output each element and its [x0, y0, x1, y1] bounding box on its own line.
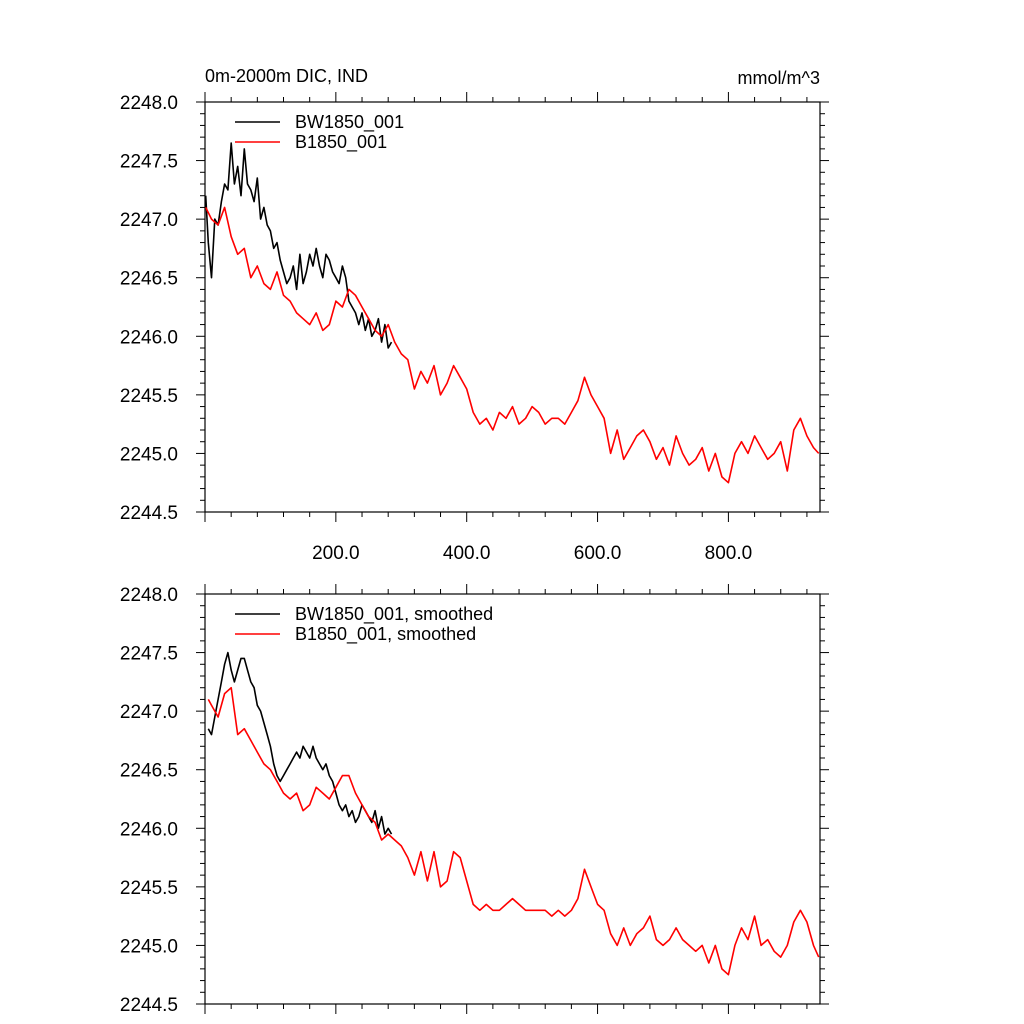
bottom-ytick-label: 2246.0 [120, 819, 178, 840]
chart-title: 0m-2000m DIC, IND [205, 66, 368, 86]
bottom-ytick-label: 2245.5 [120, 878, 178, 899]
top-plot-frame [204, 101, 821, 513]
top-ytick-label: 2246.0 [120, 327, 178, 348]
top-ytick-label: 2246.5 [120, 269, 178, 290]
bottom-legend-label: B1850_001, smoothed [295, 624, 476, 645]
top-ytick-label: 2247.5 [120, 152, 178, 173]
top-series-line-bw1850 [204, 142, 393, 349]
top-xtick-label: 600.0 [574, 543, 622, 564]
top-ytick-label: 2248.0 [120, 93, 178, 114]
bottom-ytick-label: 2248.0 [120, 585, 178, 606]
bottom-series-line-b1850 [207, 686, 820, 976]
bottom-series-line-bw1850 [207, 651, 393, 835]
units-label: mmol/m^3 [738, 68, 820, 88]
top-ytick-label: 2247.0 [120, 210, 178, 231]
bottom-panel: 2244.5 2245.0 2245.5 2246.0 2246.5 2247.0 2247… [120, 584, 829, 1016]
top-ytick-label: 2245.5 [120, 386, 178, 407]
bottom-legend-label: BW1850_001, smoothed [295, 604, 493, 625]
top-xtick-label: 200.0 [312, 543, 360, 564]
top-ytick-label: 2245.0 [120, 444, 178, 465]
bottom-ytick-label: 2247.0 [120, 702, 178, 723]
bottom-ytick-label: 2247.5 [120, 644, 178, 665]
bottom-ytick-label: 2244.5 [120, 995, 178, 1016]
top-panel: 2244.5 2245.0 2245.5 2246.0 2246.5 2247.0 2247… [120, 92, 829, 564]
top-xtick-label: 400.0 [443, 543, 491, 564]
top-legend-label: BW1850_001 [295, 112, 404, 133]
top-series-line-b1850 [204, 206, 820, 484]
bottom-ytick-label: 2245.0 [120, 936, 178, 957]
top-ytick-label: 2244.5 [120, 503, 178, 524]
top-legend-label: B1850_001 [295, 132, 387, 153]
bottom-ytick-label: 2246.5 [120, 761, 178, 782]
bottom-plot-frame [204, 593, 821, 1005]
top-xtick-label: 800.0 [705, 543, 753, 564]
